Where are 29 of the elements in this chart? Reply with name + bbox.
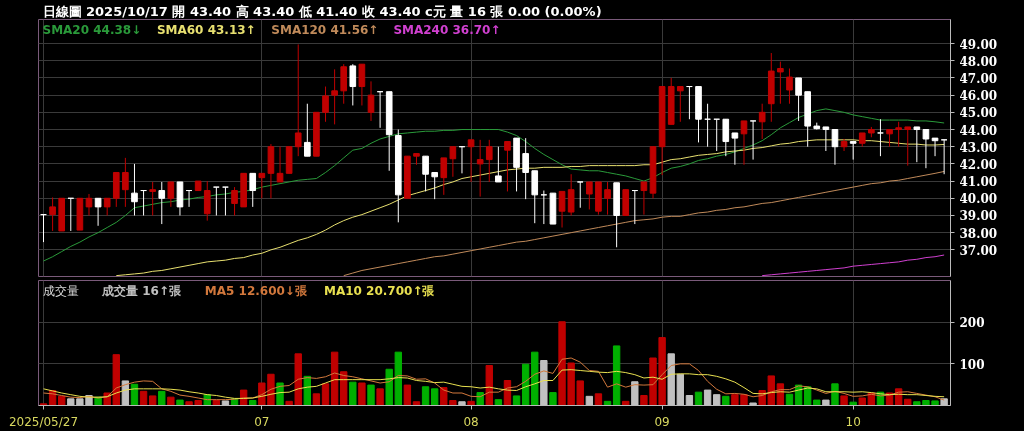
y-tick-label: 38.00 (959, 226, 998, 241)
y-tick-label: 46.00 (959, 89, 998, 104)
text: SMA60 43.13↑ (156, 22, 256, 37)
y-tick-label: 40.00 (959, 192, 998, 207)
y-tick-label: 45.00 (959, 106, 998, 121)
y-tick-label: 41.00 (959, 175, 998, 190)
text: SMA240 36.70↑ (393, 22, 501, 37)
x-tick-label: 07 (254, 414, 270, 429)
y-tick-label: 39.00 (959, 209, 998, 224)
y-tick-label: 44.00 (959, 123, 998, 138)
text: SMA20 44.38↓ (42, 22, 142, 37)
y-tick-label: 48.00 (959, 54, 998, 69)
y-tick-label: 42.00 (959, 157, 998, 172)
text: MA10 20.700↑張 (324, 283, 436, 298)
y-tick-label: 43.00 (959, 140, 998, 155)
y-tick-label: 47.00 (959, 71, 998, 86)
x-tick-label: 10 (845, 414, 861, 429)
text: SMA120 41.56↑ (271, 22, 379, 37)
y-tick-label: 49.00 (959, 37, 998, 52)
chart-title: 日線圖 2025/10/17 開 43.40 高 43.40 低 41.40 收 43.40 c元 量 16 張 0.00 (0.00%) (42, 3, 602, 19)
x-tick-label: 09 (654, 414, 670, 429)
text: 成交量 16↑張 (101, 283, 182, 298)
x-tick-label: 08 (463, 414, 479, 429)
chart-title: 成交量 (42, 283, 79, 298)
y-tick-label: 37.00 (959, 243, 998, 258)
x-tick-label: 2025/05/27 (8, 414, 79, 429)
y-tick-label: 100 (959, 357, 985, 372)
text: MA5 12.600↓張 (204, 283, 308, 298)
y-tick-label: 200 (959, 316, 985, 331)
